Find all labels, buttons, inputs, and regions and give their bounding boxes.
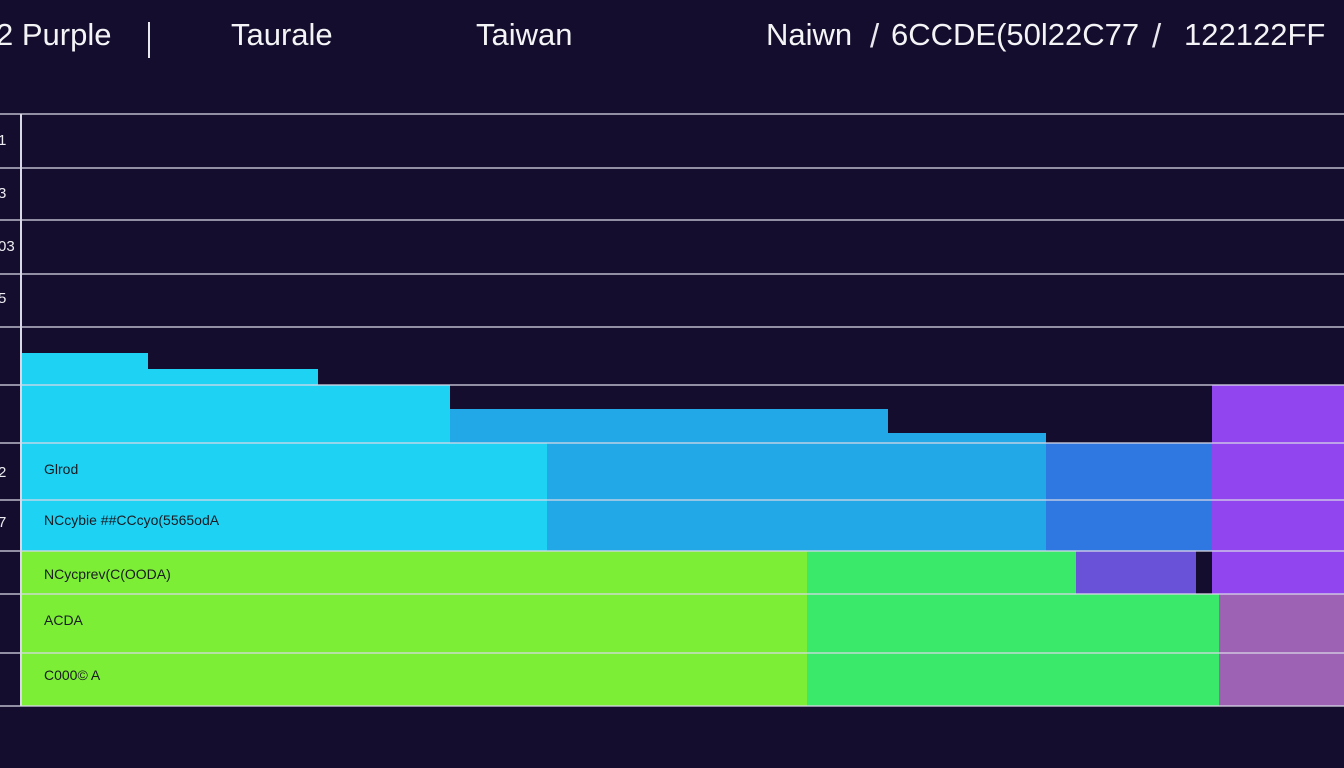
segment-label: C000© A bbox=[44, 667, 101, 683]
y-tick-label: 2 bbox=[0, 464, 6, 481]
segment-label: ACDA bbox=[44, 612, 84, 628]
y-tick-label: 3 bbox=[0, 185, 6, 202]
indigo-block bbox=[1076, 551, 1196, 594]
cyan-block bbox=[318, 385, 450, 551]
header-item-taurale: Taurale bbox=[231, 17, 333, 52]
header-item-naiwn: Naiwn bbox=[766, 17, 853, 52]
header-separator bbox=[148, 22, 150, 58]
segment-label: NCycprev(C(OODA) bbox=[44, 566, 171, 582]
y-tick-label: 7 bbox=[0, 514, 6, 531]
y-tick-label: 1 bbox=[0, 132, 6, 149]
y-axis-ticks: 1 3 03 5 2 7 bbox=[0, 132, 15, 531]
header-slash: / bbox=[1152, 17, 1162, 54]
cyan-block bbox=[450, 443, 547, 551]
green-block bbox=[807, 594, 1219, 706]
segment-labels: Glrod NCcybie ##CCcyo(5565odA NCycprev(C… bbox=[44, 461, 220, 683]
blue-block bbox=[1046, 443, 1212, 551]
sky-block bbox=[547, 409, 888, 551]
y-tick-label: 03 bbox=[0, 238, 15, 255]
sky-block bbox=[450, 409, 547, 443]
cyan-block bbox=[148, 369, 318, 551]
mauve-block bbox=[1219, 594, 1344, 706]
green-block bbox=[807, 551, 1076, 594]
cyan-block bbox=[21, 353, 148, 551]
segment-label: Glrod bbox=[44, 461, 78, 477]
chart-blocks bbox=[21, 353, 1344, 706]
violet-block bbox=[1212, 385, 1344, 595]
chart-header: 2 Purple Taurale Taiwan Naiwn / 6CCDE(50… bbox=[0, 0, 1344, 72]
lime-block bbox=[21, 551, 807, 706]
header-item-hex: 122122FF bbox=[1184, 17, 1326, 52]
segment-label: NCcybie ##CCcyo(5565odA bbox=[44, 512, 220, 528]
header-item-taiwan: Taiwan bbox=[476, 17, 573, 52]
chart-gridlines bbox=[0, 113, 1344, 707]
header-slash: / bbox=[870, 17, 880, 54]
sky-block bbox=[888, 433, 1046, 551]
header-item-code: 6CCDE(50l22C77 bbox=[891, 17, 1140, 52]
header-item-purple: 2 Purple bbox=[0, 17, 112, 52]
y-tick-label: 5 bbox=[0, 290, 6, 307]
